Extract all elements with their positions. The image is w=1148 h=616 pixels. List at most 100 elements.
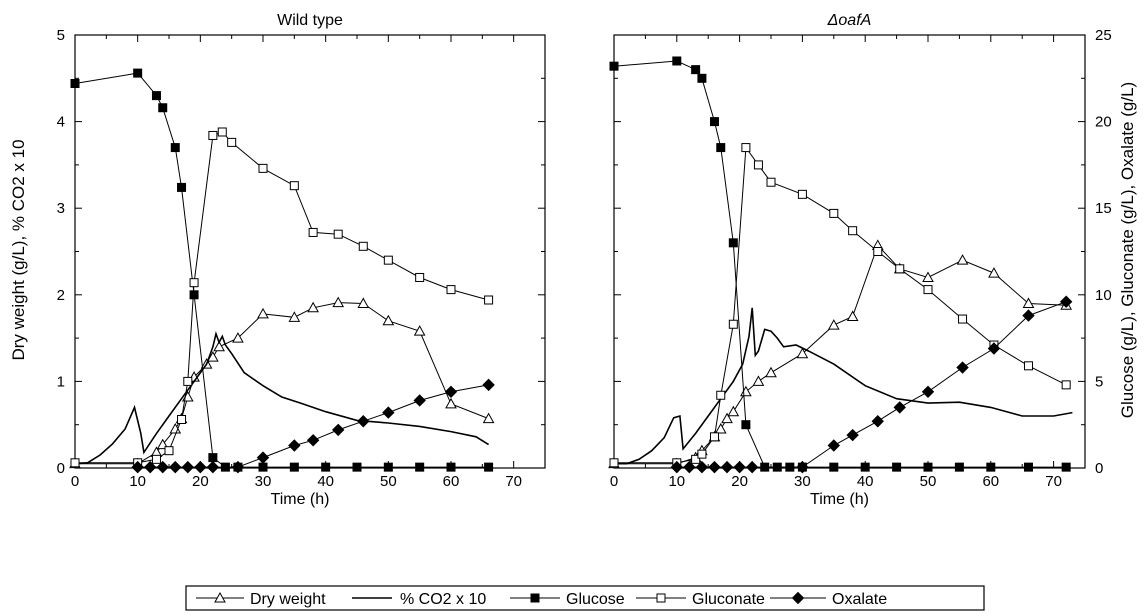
series-dry-weight [69, 296, 495, 469]
data-point-dry-weight [721, 412, 733, 424]
legend-marker [214, 591, 226, 603]
data-point-gluconate [753, 160, 763, 170]
series-oxalate [131, 378, 495, 474]
series-line-gluconate [75, 131, 489, 464]
data-point-oxalate [482, 378, 495, 392]
data-point-oxalate [169, 460, 182, 474]
data-point-oxalate [695, 460, 709, 474]
data-point-dry-weight [232, 332, 244, 343]
x-tick-label: 70 [505, 473, 522, 490]
y-right-tick-label: 20 [1095, 114, 1112, 131]
y-left-tick-label: 1 [57, 373, 65, 390]
data-point-oxalate [720, 460, 734, 474]
data-point-gluconate [308, 227, 318, 237]
x-tick-label: 60 [982, 473, 999, 490]
data-point-oxalate [357, 415, 370, 428]
data-point-gluconate [923, 285, 933, 295]
chart-panel-1: Wild type 0 10 20 30 40 50 60 70 Time (h) 0 1 2 3 4 5 [57, 12, 546, 508]
data-point-dry-weight [288, 311, 301, 322]
data-point-glucose [352, 462, 362, 472]
x-axis-label: Time (h) [271, 491, 330, 508]
data-point-oxalate [156, 460, 169, 474]
chart-title: ΔoafA [827, 12, 872, 29]
y-right-tick-label: 0 [1095, 460, 1103, 477]
data-point-gluconate [415, 272, 425, 282]
x-tick-label: 20 [192, 473, 209, 490]
data-point-oxalate [231, 460, 245, 474]
y-left-tick-label: 2 [57, 287, 65, 304]
data-point-oxalate [683, 460, 696, 474]
y-right-tick-label: 25 [1095, 27, 1112, 44]
data-point-oxalate [413, 394, 426, 407]
data-point-gluconate [609, 458, 619, 468]
data-point-dry-weight [213, 340, 225, 352]
data-point-glucose [151, 91, 161, 101]
data-point-glucose [697, 73, 707, 83]
series-line-glucose [613, 60, 1067, 468]
data-point-oxalate [1022, 309, 1035, 322]
data-point-gluconate [164, 446, 174, 456]
series-line-co2-x-10 [614, 307, 1073, 465]
legend-item-dry-weight: Dry weight [196, 591, 326, 608]
legend-item-glucose: Glucose [510, 591, 625, 608]
data-point-gluconate [189, 278, 199, 288]
data-point-oxalate [745, 460, 759, 474]
data-point-dry-weight [846, 310, 859, 321]
data-point-glucose [609, 61, 619, 71]
data-point-glucose [484, 462, 494, 472]
y-right-tick-label: 15 [1095, 200, 1112, 217]
data-point-gluconate [1061, 380, 1071, 390]
data-point-dry-weight [988, 267, 1000, 278]
data-point-gluconate [70, 458, 80, 468]
data-point-oxalate [670, 460, 684, 474]
data-point-gluconate [217, 127, 227, 137]
data-point-gluconate [227, 137, 237, 147]
x-tick-label: 60 [443, 473, 460, 490]
legend-label: Oxalate [832, 591, 887, 608]
data-point-glucose [321, 462, 331, 472]
data-point-dry-weight [922, 271, 934, 282]
x-tick-label: 0 [71, 473, 79, 490]
data-point-oxalate [256, 451, 270, 464]
data-point-gluconate [829, 208, 839, 218]
data-point-oxalate [827, 439, 841, 452]
data-point-gluconate [895, 264, 905, 274]
data-point-gluconate [716, 390, 726, 400]
data-point-oxalate [733, 460, 746, 474]
data-point-gluconate [766, 177, 776, 187]
data-point-gluconate [1023, 361, 1033, 371]
data-point-dry-weight [956, 254, 969, 265]
legend-label: Dry weight [250, 591, 326, 608]
data-point-oxalate [846, 428, 859, 442]
legend-marker [791, 591, 805, 605]
legend-item-co2-x-10: % CO2 x 10 [352, 591, 486, 608]
data-point-oxalate [306, 434, 320, 447]
data-point-gluconate [797, 189, 807, 199]
data-point-dry-weight [796, 347, 809, 359]
data-point-gluconate [183, 376, 193, 386]
data-point-glucose [1061, 462, 1071, 472]
data-point-glucose [415, 462, 425, 472]
data-point-oxalate [444, 385, 458, 398]
data-point-dry-weight [207, 351, 219, 362]
data-point-glucose [1023, 462, 1033, 472]
legend: Dry weight % CO2 x 10 Glucose Gluconate Oxal… [185, 585, 985, 611]
data-point-dry-weight [445, 397, 457, 409]
series-dry-weight [608, 239, 1073, 469]
data-point-glucose [860, 462, 870, 472]
data-point-oxalate [143, 460, 157, 474]
data-point-gluconate [728, 319, 738, 329]
data-point-glucose [158, 103, 168, 113]
series-glucose [70, 68, 494, 472]
data-point-gluconate [358, 241, 368, 251]
data-point-oxalate [206, 460, 220, 474]
legend-label: Gluconate [692, 591, 765, 608]
data-point-gluconate [697, 449, 707, 459]
data-point-glucose [709, 117, 719, 127]
series-gluconate [609, 143, 1071, 468]
data-point-glucose [741, 420, 751, 430]
data-point-dry-weight [714, 423, 727, 434]
y-right-tick-label: 5 [1095, 373, 1103, 390]
x-tick-label: 50 [920, 473, 937, 490]
data-point-gluconate [333, 229, 343, 239]
